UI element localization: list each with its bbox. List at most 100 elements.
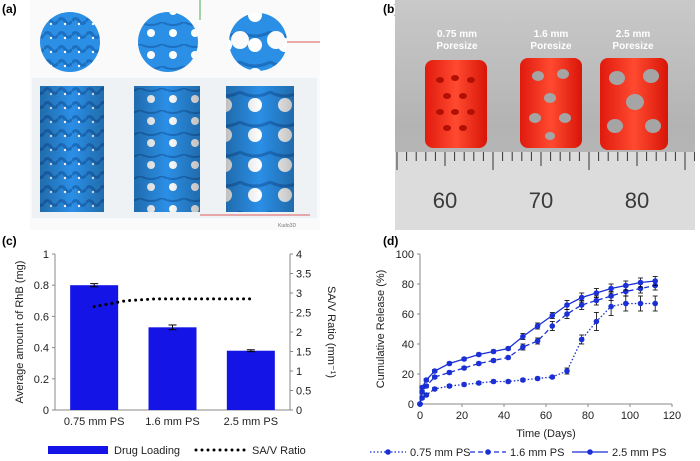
data-point [564, 302, 570, 308]
ruler-number-80: 80 [625, 188, 649, 213]
y-tick-label: 0 [408, 399, 414, 411]
data-point [490, 348, 497, 355]
data-point [608, 285, 614, 292]
data-point [423, 377, 430, 383]
legend-sav-ratio: SA/V Ratio [252, 445, 306, 457]
pore-label-16-size: 1.6 mm [534, 29, 569, 40]
y-tick-label: 40 [402, 339, 414, 351]
panel-a-render: Kudo3D [30, 0, 320, 230]
data-point [446, 383, 453, 389]
y-tick-label: 0.2 [34, 374, 49, 386]
legend-label: 0.75 mm PS [410, 447, 471, 459]
y-tick-label: 1 [43, 249, 49, 261]
y2-axis-label: SA/V Ratio (mm⁻¹) [325, 286, 337, 378]
x-category-label: 2.5 mm PS [224, 416, 278, 428]
data-point [461, 365, 467, 371]
data-point [446, 360, 453, 367]
x-tick-label: 120 [663, 410, 681, 422]
y2-tick-label: 2 [296, 327, 302, 339]
data-point [431, 374, 438, 380]
data-point [578, 302, 585, 308]
data-point [520, 333, 526, 340]
y2-tick-label: 1.5 [296, 347, 311, 359]
data-point [534, 375, 541, 382]
pore-label-075-word: Poresize [436, 41, 478, 52]
y-axis-label: Cumulative Release (%) [375, 270, 387, 389]
ruler-number-70: 70 [529, 188, 553, 213]
y2-tick-label: 1 [296, 366, 302, 378]
x-tick-label: 0 [417, 410, 423, 422]
legend-label: 1.6 mm PS [510, 447, 564, 459]
x-category-label: 1.6 mm PS [145, 416, 199, 428]
y2-tick-label: 3.5 [296, 269, 311, 281]
panel-b-photo: 0.75 mm Poresize 1.6 mm Poresize 2.5 mm … [395, 0, 695, 230]
pore-label-25-word: Poresize [612, 41, 654, 52]
bar [148, 327, 197, 410]
data-point [593, 318, 600, 325]
data-point [637, 300, 644, 307]
printed-scaffold-075 [425, 60, 487, 148]
x-tick-label: 40 [498, 410, 510, 422]
y2-tick-label: 3 [296, 288, 302, 300]
y2-tick-label: 0 [296, 405, 302, 417]
pore-label-25-size: 2.5 mm [616, 29, 651, 40]
x-category-label: 0.75 mm PS [64, 416, 125, 428]
data-point [564, 311, 570, 317]
sav-ratio-line [92, 297, 253, 309]
legend-drug-loading: Drug Loading [114, 445, 180, 457]
data-point [461, 356, 467, 362]
y2-tick-label: 2.5 [296, 308, 311, 320]
legend-marker [385, 449, 391, 455]
data-point [490, 357, 497, 364]
y-axis-label: Average amount of RhB (mg) [14, 261, 26, 404]
legend-marker [485, 449, 491, 455]
x-tick-label: 60 [540, 410, 552, 422]
data-point [593, 297, 600, 304]
y2-tick-label: 4 [296, 249, 302, 261]
legend-label: 2.5 mm PS [612, 447, 666, 459]
x-tick-label: 80 [582, 410, 594, 422]
series-line [419, 302, 656, 405]
data-point [520, 344, 526, 350]
data-point [490, 378, 497, 385]
data-point [549, 323, 556, 329]
ruler [395, 152, 695, 230]
data-point [534, 338, 541, 344]
ruler-number-60: 60 [433, 188, 457, 213]
data-point [652, 278, 658, 284]
data-point [578, 336, 585, 343]
x-axis-label: Time (Days) [516, 428, 575, 440]
data-point [476, 360, 482, 367]
data-point [549, 312, 556, 319]
x-tick-label: 100 [621, 410, 639, 422]
x-tick-label: 20 [456, 410, 468, 422]
y-tick-label: 0.4 [34, 343, 49, 355]
panel-a-label: (a) [2, 2, 17, 16]
data-point [608, 293, 614, 299]
y2-tick-label: 0.5 [296, 386, 311, 398]
bar [226, 350, 275, 410]
data-point [476, 380, 482, 386]
data-point [419, 384, 425, 391]
data-point [652, 300, 658, 307]
pore-label-075-size: 0.75 mm [437, 29, 477, 40]
kudo3d-watermark: Kudo3D [278, 223, 296, 229]
panel-d-label: (d) [383, 234, 399, 248]
data-point [431, 368, 438, 374]
data-point [564, 368, 570, 374]
data-point [446, 369, 453, 376]
data-point [431, 386, 438, 392]
data-point [423, 383, 430, 389]
printed-scaffold-16 [520, 58, 582, 148]
y-tick-label: 0.8 [34, 280, 49, 292]
chart-d: 0 20 40 60 80 100 0 20 40 60 80 100 120 Time (Days) Cu… [370, 249, 681, 459]
printed-scaffold-25 [600, 58, 668, 150]
panel-c-label: (c) [2, 234, 17, 248]
y-tick-label: 0.6 [34, 311, 49, 323]
data-point [461, 381, 467, 388]
data-point [505, 354, 511, 361]
data-point [417, 401, 423, 407]
legend-marker [587, 449, 593, 455]
data-point [637, 279, 644, 286]
data-point [623, 300, 629, 307]
